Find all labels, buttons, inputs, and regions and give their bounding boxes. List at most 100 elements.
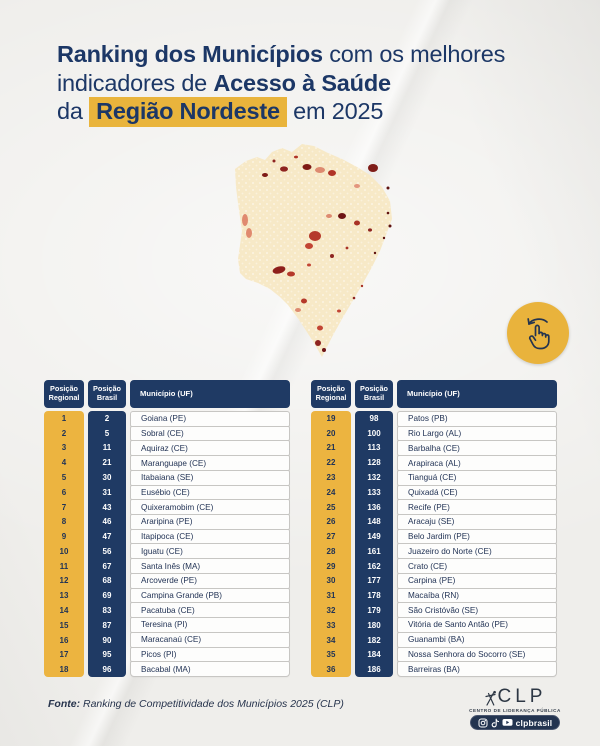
ranking-table-left: Posição Regional 1 2 3 4 5 6 7 8 9 10 11 12 13 14 15 16… (44, 380, 290, 677)
municipality-cell: Maranguape (CE) (130, 455, 290, 471)
regional-position-cell: 10 (59, 546, 69, 556)
regional-position-cell: 26 (326, 517, 336, 527)
instagram-icon (478, 718, 488, 727)
regional-position-cell: 7 (61, 502, 67, 512)
header-municipio: Município (UF) (130, 380, 290, 408)
regional-position-cell: 19 (326, 413, 336, 423)
regional-position-cells: 19 20 21 22 23 24 25 26 27 28 29 30 31 32 33 34 35 36 (311, 411, 351, 677)
title-line3-rest: em 2025 (286, 98, 384, 124)
brasil-position-cell: 149 (367, 532, 381, 542)
title-line-1: Ranking dos Municípios com os melhores (57, 40, 505, 69)
municipality-cell: Carpina (PE) (397, 572, 557, 589)
regional-position-cell: 18 (59, 665, 69, 675)
regional-position-cell: 35 (326, 650, 336, 660)
municipality-cell: Santa Inês (MA) (130, 558, 290, 574)
brasil-position-cell: 182 (367, 635, 381, 645)
municipality-cell: Rio Largo (AL) (397, 425, 557, 442)
map-highlighted-municipalities (242, 155, 392, 352)
brasil-position-cell: 177 (367, 576, 381, 586)
municipality-cell: Macaíba (RN) (397, 587, 557, 604)
regional-position-cell: 5 (61, 473, 67, 483)
brasil-position-cell: 83 (102, 606, 112, 616)
brasil-position-cell: 128 (367, 458, 381, 468)
regional-position-cell: 21 (326, 443, 336, 453)
brasil-position-cell: 47 (102, 532, 112, 542)
municipality-cell: Pacatuba (CE) (130, 602, 290, 619)
municipality-cell: Barreiras (BA) (397, 661, 557, 677)
swipe-hand-icon (527, 318, 550, 350)
regional-position-cell: 24 (326, 487, 336, 497)
regional-position-cell: 9 (61, 532, 67, 542)
header-posicao-brasil: Posição Brasil (88, 380, 126, 408)
regional-position-cell: 6 (61, 487, 67, 497)
clp-wordmark: CLP (497, 686, 547, 707)
municipality-cell: Barbalha (CE) (397, 440, 557, 457)
brasil-position-cell: 178 (367, 591, 381, 601)
municipality-cell: Juazeiro do Norte (CE) (397, 543, 557, 560)
brasil-position-cell: 30 (102, 473, 112, 483)
regional-position-cell: 30 (326, 576, 336, 586)
clp-logo-block: CLP CENTRO DE LIDERANÇA PÚBLICA clpbrasi… (462, 687, 568, 730)
nordeste-map-svg (235, 144, 392, 357)
title-line1-rest: com os melhores (322, 41, 506, 67)
brasil-position-cell: 87 (102, 620, 112, 630)
municipality-cell: Iguatu (CE) (130, 543, 290, 560)
regional-position-cell: 8 (61, 517, 67, 527)
title-ranking-bold: Ranking dos Municípios (57, 41, 323, 67)
brasil-position-cell: 2 (104, 413, 110, 423)
municipality-cell: Teresina (PI) (130, 617, 290, 633)
header-municipio: Município (UF) (397, 380, 557, 408)
brasil-position-cell: 56 (102, 546, 112, 556)
region-nordeste-highlight: Região Nordeste (89, 97, 287, 127)
municipality-cell: São Cristóvão (SE) (397, 602, 557, 619)
regional-position-cell: 11 (59, 561, 69, 571)
regional-position-cells: 1 2 3 4 5 6 7 8 9 10 11 12 13 14 15 16 17 18 (44, 411, 84, 677)
brasil-position-cell: 21 (102, 458, 112, 468)
title-line-2: indicadores de Acesso à Saúde (57, 69, 505, 98)
municipality-cell: Recife (PE) (397, 499, 557, 516)
municipality-cell: Itapipoca (CE) (130, 528, 290, 545)
title-line-3: da Região Nordeste em 2025 (57, 97, 505, 127)
brasil-position-cell: 161 (367, 546, 381, 556)
regional-position-cell: 20 (326, 428, 336, 438)
regional-position-cell: 27 (326, 532, 336, 542)
brasil-position-cell: 132 (367, 473, 381, 483)
municipality-cell: Guanambi (BA) (397, 631, 557, 648)
regional-position-cell: 3 (61, 443, 67, 453)
municipality-cell: Arapiraca (AL) (397, 455, 557, 471)
brasil-position-cell: 100 (367, 428, 381, 438)
municipality-cells: Patos (PB) Rio Largo (AL) Barbalha (CE) Ara… (397, 411, 557, 677)
source-note: Fonte: Ranking de Competitividade dos Mu… (48, 698, 344, 710)
brasil-position-cell: 133 (367, 487, 381, 497)
municipality-cell: Maracanaú (CE) (130, 631, 290, 648)
municipality-cell: Vitória de Santo Antão (PE) (397, 617, 557, 633)
municipality-cell: Goiana (PE) (130, 411, 290, 427)
brasil-position-cells: 98 100 113 128 132 133 136 148 149 161 162 177 178 17… (355, 411, 393, 677)
municipality-cell: Tianguá (CE) (397, 469, 557, 486)
tiktok-icon (491, 718, 499, 727)
municipality-cell: Patos (PB) (397, 411, 557, 427)
brasil-position-cell: 186 (367, 665, 381, 675)
brasil-position-cells: 2 5 11 21 30 31 43 46 47 56 67 68 69 83 87 90 95 96 (88, 411, 126, 677)
municipality-cell: Picos (PI) (130, 646, 290, 663)
source-label: Fonte: (48, 698, 81, 710)
municipality-cell: Aquiraz (CE) (130, 440, 290, 457)
regional-position-cell: 33 (326, 620, 336, 630)
column-posicao-regional: Posição Regional 1 2 3 4 5 6 7 8 9 10 11 12 13 14 15 16… (44, 380, 84, 677)
municipality-cell: Arcoverde (PE) (130, 572, 290, 589)
source-text: Ranking de Competitividade dos Município… (83, 698, 344, 710)
regional-position-cell: 32 (326, 606, 336, 616)
header-posicao-regional: Posição Regional (311, 380, 351, 408)
municipality-cell: Eusébio (CE) (130, 484, 290, 501)
brasil-position-cell: 46 (102, 517, 112, 527)
brasil-position-cell: 43 (102, 502, 112, 512)
social-handle-pill[interactable]: clpbrasil (469, 715, 561, 730)
swipe-hint-button[interactable] (507, 302, 569, 364)
regional-position-cell: 23 (326, 473, 336, 483)
brasil-position-cell: 90 (102, 635, 112, 645)
municipality-cell: Campina Grande (PB) (130, 587, 290, 604)
ranking-table-right: Posição Regional 19 20 21 22 23 24 25 26 27 28 29 3… (311, 380, 557, 677)
brasil-position-cell: 179 (367, 606, 381, 616)
municipality-cell: Quixadá (CE) (397, 484, 557, 501)
clp-figure-icon (484, 690, 496, 706)
